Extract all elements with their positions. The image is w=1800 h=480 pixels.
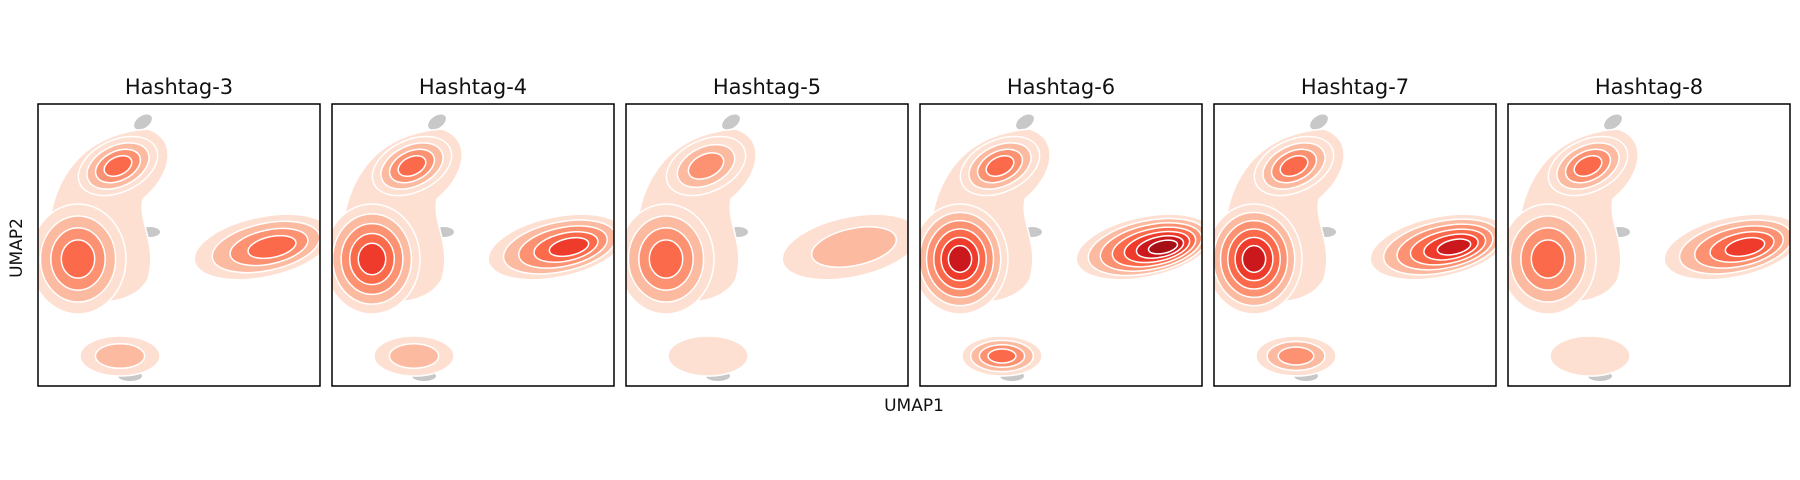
density-contour-middle-left [357, 242, 387, 276]
density-contour-right [810, 226, 898, 268]
figure-ylabel: UMAP2 [7, 218, 27, 278]
panel-frame [331, 103, 615, 387]
panel-title: Hashtag-4 [419, 75, 527, 99]
panel-4: Hashtag-6 [919, 75, 1203, 387]
density-contour-middle-left [1530, 239, 1566, 279]
density-contour-bottom [94, 342, 146, 370]
panel-3: Hashtag-5 [625, 75, 909, 387]
density-contour-middle-left [947, 244, 973, 274]
panel-plot-area [920, 114, 1202, 381]
density-contour-upper-left [103, 154, 133, 178]
panel-plot-area [1508, 114, 1790, 381]
panel-plot-area [1214, 114, 1496, 381]
density-contour-bottom [1277, 346, 1315, 366]
panel-title: Hashtag-7 [1301, 75, 1409, 99]
density-contour-right [1147, 239, 1179, 255]
density-contour-right [1724, 236, 1766, 258]
panel-frame [625, 103, 909, 387]
density-contour-middle-left [60, 239, 96, 279]
panel-title: Hashtag-8 [1595, 75, 1703, 99]
panel-plot-area [38, 114, 320, 381]
panel-frame [919, 103, 1203, 387]
background-cells [428, 114, 446, 130]
panel-frame [1213, 103, 1497, 387]
density-contour-upper-left [397, 154, 427, 178]
density-contour-bottom [388, 342, 440, 370]
density-contour-right [548, 236, 590, 258]
panel-1: Hashtag-3 [37, 75, 321, 387]
panel-plot-area [332, 114, 614, 381]
density-contour-middle-left [648, 239, 684, 279]
density-contour-right [247, 234, 297, 260]
panel-2: Hashtag-4 [331, 75, 615, 387]
panels-group: Hashtag-3 Hashtag-4 Hashtag-5 Hashtag-6 Hash… [37, 75, 1791, 387]
background-cells [1016, 114, 1034, 130]
density-contour-upper-left [1279, 154, 1309, 178]
panel-frame [1507, 103, 1791, 387]
background-cells [722, 114, 740, 130]
density-contour-bottom [987, 348, 1017, 364]
background-cells [134, 114, 152, 130]
panel-6: Hashtag-8 [1507, 75, 1791, 387]
density-contour-upper-left [687, 152, 725, 180]
density-contour-right [1436, 238, 1472, 256]
panel-title: Hashtag-6 [1007, 75, 1115, 99]
figure-xlabel: UMAP1 [884, 396, 944, 416]
density-contour-middle-left [1241, 244, 1267, 274]
background-cells [1604, 114, 1622, 130]
panel-title: Hashtag-5 [713, 75, 821, 99]
background-cells [1310, 114, 1328, 130]
density-contour-bottom [667, 335, 749, 377]
density-contour-upper-left [1573, 154, 1603, 178]
panel-frame [37, 103, 321, 387]
density-contour-upper-left [985, 154, 1015, 178]
density-contour-bottom [1549, 335, 1631, 377]
panel-5: Hashtag-7 [1213, 75, 1497, 387]
panel-plot-area [626, 114, 908, 381]
panel-title: Hashtag-3 [125, 75, 233, 99]
